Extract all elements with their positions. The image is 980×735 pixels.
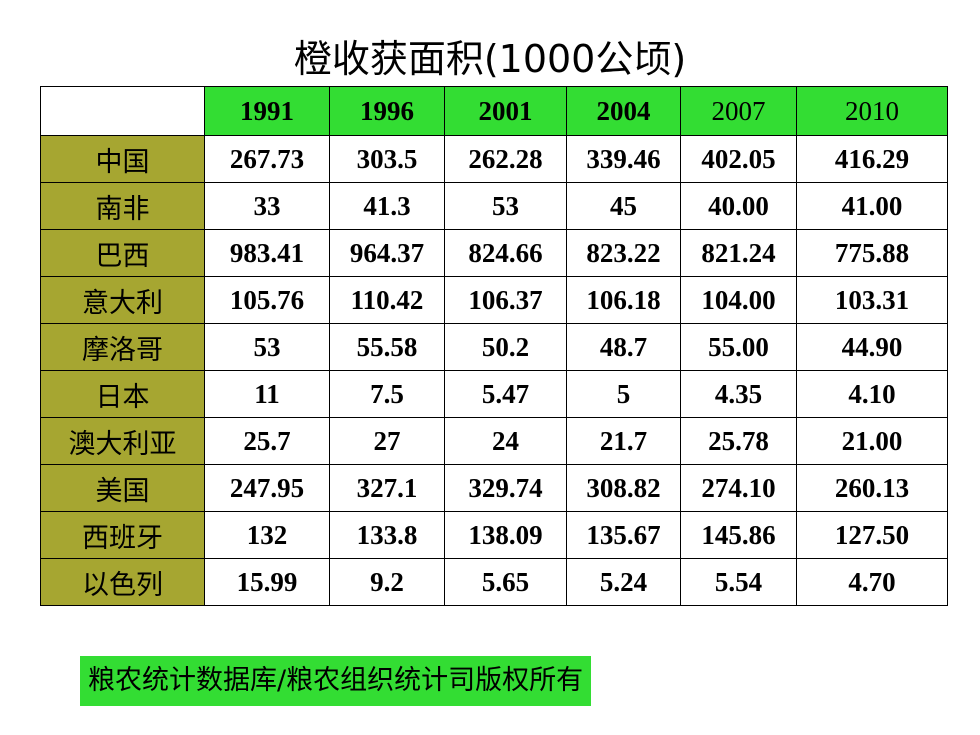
table-header-row: 1991 1996 2001 2004 2007 2010 bbox=[40, 86, 948, 136]
country-cell: 美国 bbox=[40, 464, 205, 512]
country-cell: 西班牙 bbox=[40, 511, 205, 559]
value-cell: 44.90 bbox=[796, 323, 948, 371]
value-cell: 41.3 bbox=[329, 182, 445, 230]
country-cell: 中国 bbox=[40, 135, 205, 183]
value-cell: 821.24 bbox=[680, 229, 797, 277]
page-title: 橙收获面积(1000公顷) bbox=[293, 37, 687, 81]
value-cell: 260.13 bbox=[796, 464, 948, 512]
value-cell: 5.24 bbox=[566, 558, 681, 606]
table-row: 南非 33 41.3 53 45 40.00 41.00 bbox=[40, 182, 948, 230]
year-header-2001: 2001 bbox=[444, 86, 567, 136]
value-cell: 329.74 bbox=[444, 464, 567, 512]
value-cell: 5.47 bbox=[444, 370, 567, 418]
country-cell: 意大利 bbox=[40, 276, 205, 324]
country-cell: 澳大利亚 bbox=[40, 417, 205, 465]
value-cell: 110.42 bbox=[329, 276, 445, 324]
value-cell: 7.5 bbox=[329, 370, 445, 418]
year-header-2007: 2007 bbox=[680, 86, 797, 136]
corner-cell bbox=[40, 86, 205, 136]
table-row: 美国 247.95 327.1 329.74 308.82 274.10 260.13 bbox=[40, 464, 948, 512]
table-row: 中国 267.73 303.5 262.28 339.46 402.05 416.29 bbox=[40, 135, 948, 183]
table-row: 西班牙 132 133.8 138.09 135.67 145.86 127.50 bbox=[40, 511, 948, 559]
value-cell: 4.10 bbox=[796, 370, 948, 418]
value-cell: 339.46 bbox=[566, 135, 681, 183]
value-cell: 45 bbox=[566, 182, 681, 230]
country-cell: 巴西 bbox=[40, 229, 205, 277]
value-cell: 824.66 bbox=[444, 229, 567, 277]
value-cell: 823.22 bbox=[566, 229, 681, 277]
value-cell: 5 bbox=[566, 370, 681, 418]
table-row: 巴西 983.41 964.37 824.66 823.22 821.24 775.88 bbox=[40, 229, 948, 277]
value-cell: 145.86 bbox=[680, 511, 797, 559]
value-cell: 303.5 bbox=[329, 135, 445, 183]
table-row: 摩洛哥 53 55.58 50.2 48.7 55.00 44.90 bbox=[40, 323, 948, 371]
year-header-2004: 2004 bbox=[566, 86, 681, 136]
value-cell: 48.7 bbox=[566, 323, 681, 371]
year-header-1996: 1996 bbox=[329, 86, 445, 136]
table-row: 澳大利亚 25.7 27 24 21.7 25.78 21.00 bbox=[40, 417, 948, 465]
value-cell: 33 bbox=[204, 182, 330, 230]
value-cell: 106.37 bbox=[444, 276, 567, 324]
value-cell: 267.73 bbox=[204, 135, 330, 183]
value-cell: 55.58 bbox=[329, 323, 445, 371]
source-note: 粮农统计数据库/粮农组织统计司版权所有 bbox=[80, 656, 592, 706]
value-cell: 308.82 bbox=[566, 464, 681, 512]
value-cell: 104.00 bbox=[680, 276, 797, 324]
value-cell: 775.88 bbox=[796, 229, 948, 277]
value-cell: 262.28 bbox=[444, 135, 567, 183]
country-cell: 摩洛哥 bbox=[40, 323, 205, 371]
value-cell: 132 bbox=[204, 511, 330, 559]
value-cell: 5.54 bbox=[680, 558, 797, 606]
value-cell: 25.78 bbox=[680, 417, 797, 465]
value-cell: 15.99 bbox=[204, 558, 330, 606]
value-cell: 4.35 bbox=[680, 370, 797, 418]
value-cell: 24 bbox=[444, 417, 567, 465]
value-cell: 50.2 bbox=[444, 323, 567, 371]
value-cell: 55.00 bbox=[680, 323, 797, 371]
value-cell: 41.00 bbox=[796, 182, 948, 230]
value-cell: 135.67 bbox=[566, 511, 681, 559]
value-cell: 53 bbox=[444, 182, 567, 230]
value-cell: 11 bbox=[204, 370, 330, 418]
table-row: 日本 11 7.5 5.47 5 4.35 4.10 bbox=[40, 370, 948, 418]
year-header-2010: 2010 bbox=[796, 86, 948, 136]
table-row: 意大利 105.76 110.42 106.37 106.18 104.00 103.31 bbox=[40, 276, 948, 324]
value-cell: 274.10 bbox=[680, 464, 797, 512]
value-cell: 133.8 bbox=[329, 511, 445, 559]
value-cell: 416.29 bbox=[796, 135, 948, 183]
value-cell: 247.95 bbox=[204, 464, 330, 512]
value-cell: 327.1 bbox=[329, 464, 445, 512]
value-cell: 983.41 bbox=[204, 229, 330, 277]
value-cell: 127.50 bbox=[796, 511, 948, 559]
value-cell: 106.18 bbox=[566, 276, 681, 324]
country-cell: 以色列 bbox=[40, 558, 205, 606]
table-row: 以色列 15.99 9.2 5.65 5.24 5.54 4.70 bbox=[40, 558, 948, 606]
country-cell: 日本 bbox=[40, 370, 205, 418]
table-body: 中国 267.73 303.5 262.28 339.46 402.05 416.29 南非 3… bbox=[40, 135, 948, 606]
data-table: 1991 1996 2001 2004 2007 2010 中国 267.73 30… bbox=[40, 86, 948, 606]
value-cell: 21.00 bbox=[796, 417, 948, 465]
value-cell: 21.7 bbox=[566, 417, 681, 465]
value-cell: 40.00 bbox=[680, 182, 797, 230]
value-cell: 25.7 bbox=[204, 417, 330, 465]
value-cell: 9.2 bbox=[329, 558, 445, 606]
value-cell: 402.05 bbox=[680, 135, 797, 183]
value-cell: 27 bbox=[329, 417, 445, 465]
value-cell: 4.70 bbox=[796, 558, 948, 606]
value-cell: 138.09 bbox=[444, 511, 567, 559]
value-cell: 105.76 bbox=[204, 276, 330, 324]
value-cell: 53 bbox=[204, 323, 330, 371]
year-header-1991: 1991 bbox=[204, 86, 330, 136]
value-cell: 5.65 bbox=[444, 558, 567, 606]
country-cell: 南非 bbox=[40, 182, 205, 230]
value-cell: 964.37 bbox=[329, 229, 445, 277]
value-cell: 103.31 bbox=[796, 276, 948, 324]
